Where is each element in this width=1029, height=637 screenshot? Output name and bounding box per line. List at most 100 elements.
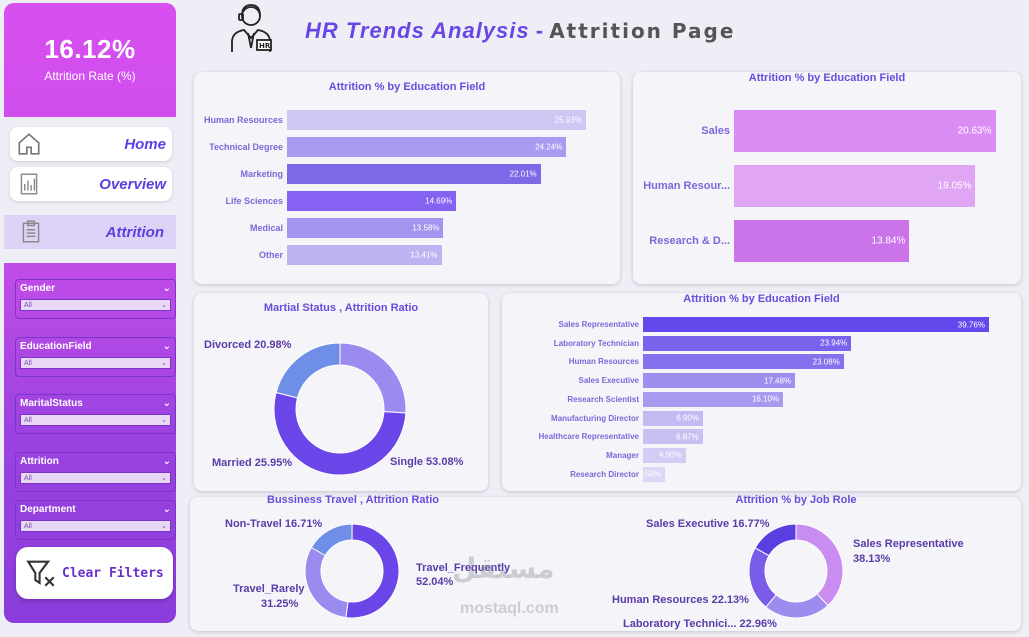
bar[interactable]: 6.87%	[643, 429, 703, 445]
bar-value-label: 6.90%	[676, 413, 700, 423]
chevron-down-icon: ⌄	[161, 360, 167, 367]
donut-slice-sales-executive[interactable]	[754, 523, 797, 557]
bar[interactable]: 14.69%	[287, 191, 457, 211]
filter-maritalstatus-select[interactable]: All ⌄	[20, 414, 171, 426]
bar-value-label: 6.87%	[676, 432, 699, 442]
bar-category-label: Sales	[701, 125, 730, 137]
filter-attrition[interactable]: Attrition ⌄ All ⌄	[15, 452, 176, 492]
clear-filters-label: Clear Filters	[62, 565, 164, 581]
chart-card-job-role-bars: Attrition % by Education Field Sales Rep…	[502, 293, 1021, 491]
nav-overview-button[interactable]: Overview	[10, 167, 172, 201]
filter-educationfield-value: All	[24, 359, 32, 367]
filter-attrition-select[interactable]: All ⌄	[20, 472, 171, 484]
filter-department-select[interactable]: All ⌄	[20, 520, 171, 532]
bar[interactable]: 13.58%	[287, 218, 444, 238]
page-subtitle: Attrition Page	[549, 19, 736, 43]
bar-row[interactable]: Research Director 2.50%	[502, 466, 998, 482]
bar-category-label: Human Resources	[203, 115, 283, 125]
bar[interactable]: 17.48%	[643, 373, 796, 389]
donut-label-divorced: Divorced 20.98%	[204, 339, 292, 351]
bar-value-label: 13.84%	[871, 235, 906, 247]
bar-row[interactable]: Manufacturing Director 6.90%	[502, 410, 998, 426]
donut-chart-job-role[interactable]	[748, 523, 844, 619]
bar-category-label: Manufacturing Director	[550, 413, 639, 423]
bar[interactable]: 23.94%	[643, 335, 852, 351]
donut-slice-married[interactable]	[339, 342, 407, 414]
bar-row[interactable]: Technical Degree 24.24%	[194, 137, 597, 157]
bar[interactable]: 23.08%	[643, 354, 844, 370]
chevron-down-icon: ⌄	[161, 475, 167, 482]
donut-label-laboratory-technician: Laboratory Technici... 22.96%	[623, 618, 777, 630]
bar[interactable]: 39.76%	[643, 317, 989, 332]
clear-filters-button[interactable]: Clear Filters	[16, 547, 173, 599]
bar[interactable]: 2.50%	[638, 466, 665, 482]
donut-chart-business-travel[interactable]	[304, 523, 400, 619]
bar-row[interactable]: Other 13.41%	[194, 245, 597, 265]
nav-home-button[interactable]: Home	[10, 127, 172, 161]
donut-slice-sales-representative[interactable]	[795, 523, 844, 607]
chevron-down-icon: ⌄	[162, 504, 171, 515]
bar-value-label: 24.24%	[535, 142, 563, 152]
donut-slice-human-resources[interactable]	[748, 547, 777, 608]
chevron-down-icon: ⌄	[161, 417, 167, 424]
bar-row[interactable]: Human Resources 25.93%	[194, 110, 597, 130]
donut-slice-travel-frequently[interactable]	[345, 523, 400, 619]
chart-title: Martial Status , Attrition Ratio	[263, 302, 419, 314]
bar[interactable]: 24.24%	[287, 137, 567, 157]
bar[interactable]: 13.41%	[287, 245, 442, 265]
filter-department[interactable]: Department ⌄ All ⌄	[15, 500, 176, 540]
bar[interactable]: 19.05%	[734, 165, 976, 207]
donut-label-married: Married 25.95%	[212, 457, 293, 469]
bar[interactable]: 13.84%	[734, 220, 910, 262]
bar[interactable]: 6.90%	[643, 410, 704, 426]
filter-educationfield[interactable]: EducationField ⌄ All ⌄	[15, 337, 176, 377]
bar-row[interactable]: Research Scientist 16.10%	[502, 391, 998, 407]
chevron-down-icon: ⌄	[161, 523, 167, 530]
bar-row[interactable]: Sales 20.63%	[633, 110, 1004, 152]
nav-panel: Home Overview Attrition	[4, 117, 176, 263]
filter-maritalstatus-value: All	[24, 416, 32, 424]
bar-row[interactable]: Laboratory Technician 23.94%	[502, 335, 998, 351]
filter-gender[interactable]: Gender ⌄ All ⌄	[15, 279, 176, 319]
page-title-main: HR Trends Analysis	[305, 18, 530, 43]
donut-label-travel-rarely-value: 31.25%	[261, 598, 299, 610]
filter-gender-select[interactable]: All ⌄	[20, 299, 171, 311]
donut-chart-marital-status[interactable]	[272, 341, 408, 477]
donut-label-travel-frequently-name: Travel_Frequently	[416, 562, 511, 574]
hr-badge-text: HR	[259, 42, 271, 50]
bar[interactable]: 20.63%	[734, 110, 996, 152]
bar-row[interactable]: Manager 4.90%	[502, 447, 998, 463]
donut-slice-divorced[interactable]	[275, 342, 341, 399]
bar-row[interactable]: Human Resour... 19.05%	[633, 165, 1004, 207]
filter-maritalstatus[interactable]: MaritalStatus ⌄ All ⌄	[15, 394, 176, 434]
bar-category-label: Medical	[249, 223, 283, 233]
donut-slice-laboratory-technici-[interactable]	[765, 593, 829, 619]
bar-row[interactable]: Research & D... 13.84%	[633, 220, 1004, 262]
chevron-down-icon: ⌄	[162, 341, 171, 352]
bar-value-label: 22.01%	[509, 169, 537, 179]
chart-card-marital-status: Martial Status , Attrition Ratio Divorce…	[194, 293, 488, 491]
bar[interactable]: 22.01%	[287, 164, 541, 184]
chart-title: Attrition % by Education Field	[748, 72, 906, 84]
donut-label-non-travel: Non-Travel 16.71%	[225, 518, 323, 530]
bar-row[interactable]: Human Resources 23.08%	[502, 354, 998, 370]
bar[interactable]: 16.10%	[643, 391, 784, 407]
bar-category-label: Sales Representative	[558, 320, 640, 329]
bar-row[interactable]: Marketing 22.01%	[194, 164, 597, 184]
chart-card-education-field: Attrition % by Education Field Human Res…	[194, 72, 620, 284]
donut-slice-travel-rarely[interactable]	[304, 546, 349, 619]
bar-row[interactable]: Medical 13.58%	[194, 218, 597, 238]
donut-slice-single[interactable]	[273, 391, 407, 476]
donut-label-travel-rarely-name: Travel_Rarely	[233, 583, 305, 595]
watermark-latin: mostaql.com	[460, 600, 559, 617]
bar[interactable]: 4.90%	[643, 447, 686, 463]
donut-label-sales-representative-name: Sales Representative	[853, 538, 964, 550]
bar-row[interactable]: Life Sciences 14.69%	[194, 191, 597, 211]
bar[interactable]: 25.93%	[287, 110, 586, 130]
filter-gender-label: Gender	[20, 283, 56, 294]
bar-row[interactable]: Sales Executive 17.48%	[502, 373, 998, 389]
filter-educationfield-select[interactable]: All ⌄	[20, 357, 171, 369]
nav-attrition-button[interactable]: Attrition	[4, 215, 176, 249]
bar-row[interactable]: Healthcare Representative 6.87%	[502, 429, 998, 445]
bar-row[interactable]: Sales Representative 39.76%	[502, 317, 998, 332]
